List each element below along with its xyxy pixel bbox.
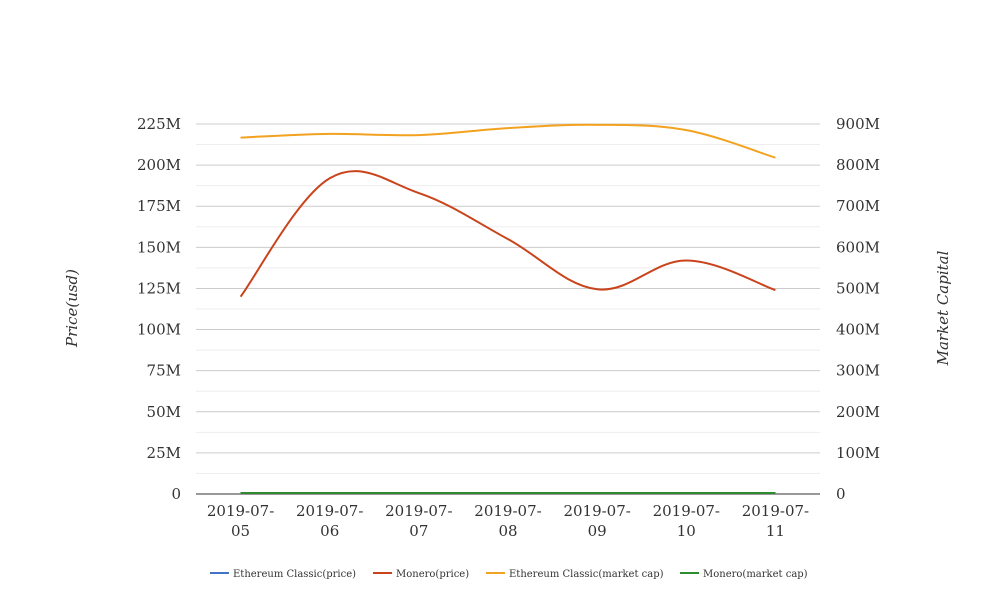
y-left-tick-label: 150M: [137, 238, 181, 256]
y-left-tick-label: 100M: [137, 321, 181, 339]
y-left-tick-label: 225M: [137, 115, 181, 133]
x-tick-label: 2019-07-08: [474, 502, 541, 540]
y-left-tick-label: 0: [171, 485, 181, 503]
series-line-ethereum-classic-market-cap: [240, 123, 776, 159]
legend-item[interactable]: Monero(market cap): [680, 569, 808, 580]
y-right-tick-label: 400M: [836, 321, 880, 339]
y-left-tick-label: 200M: [137, 156, 181, 174]
series-line-monero-price: [239, 170, 776, 298]
x-tick-label: 2019-07-07: [385, 502, 452, 540]
series-lines: [239, 123, 776, 495]
y-left-tick-label: 175M: [137, 197, 181, 215]
legend-item[interactable]: Monero(price): [373, 569, 469, 580]
x-tick-label: 2019-07-11: [742, 502, 809, 540]
y-axis-left-title: Price(usd): [63, 269, 81, 348]
legend-item[interactable]: Ethereum Classic(price): [210, 569, 356, 580]
y-right-tick-label: 0: [836, 485, 846, 503]
y-right-tick-label: 300M: [836, 362, 880, 380]
y-right-tick-label: 600M: [836, 238, 880, 256]
grid-lines: [196, 123, 820, 474]
x-tick-label: 2019-07-06: [296, 502, 363, 540]
y-left-tick-label: 50M: [147, 403, 181, 421]
y-right-tick-label: 800M: [836, 156, 880, 174]
legend-item[interactable]: Ethereum Classic(market cap): [486, 569, 664, 580]
legend-label: Ethereum Classic(market cap): [509, 569, 664, 580]
tick-labels: 0 25M 50M 75M 100M 125M 150M 175M 200M 225M 0 100M 2…: [137, 115, 880, 540]
legend-label: Monero(market cap): [703, 569, 808, 580]
y-left-tick-label: 125M: [137, 279, 181, 297]
y-left-tick-label: 25M: [147, 444, 181, 462]
legend-label: Monero(price): [396, 569, 469, 580]
y-right-tick-label: 200M: [836, 403, 880, 421]
legend-label: Ethereum Classic(price): [233, 569, 356, 580]
y-left-tick-label: 75M: [147, 362, 181, 380]
x-tick-label: 2019-07-05: [207, 502, 274, 540]
legend: Ethereum Classic(price) Monero(price) Ethe…: [210, 569, 808, 580]
x-tick-label: 2019-07-10: [653, 502, 720, 540]
x-tick-label: 2019-07-09: [563, 502, 630, 540]
y-right-tick-label: 700M: [836, 197, 880, 215]
y-right-tick-label: 900M: [836, 115, 880, 133]
y-axis-right-title: Market Capital: [934, 250, 952, 366]
y-right-tick-label: 100M: [836, 444, 880, 462]
y-right-tick-label: 500M: [836, 279, 880, 297]
